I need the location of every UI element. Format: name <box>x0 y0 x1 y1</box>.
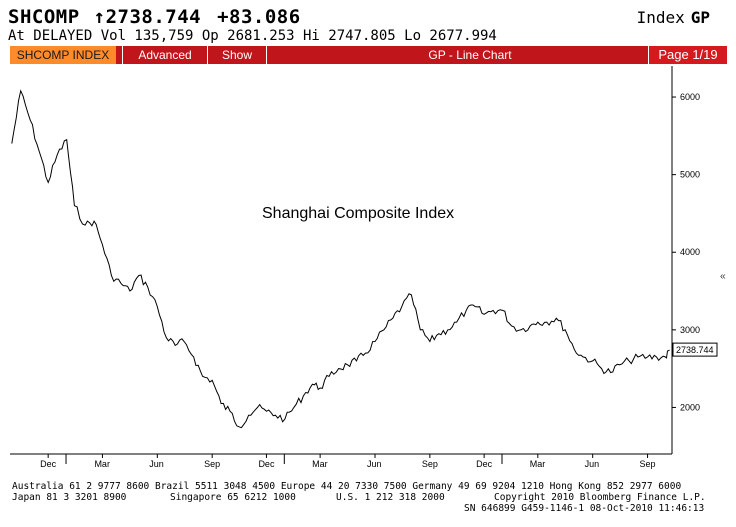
y-tick-label: 6000 <box>680 92 700 102</box>
footer-copyright: Copyright 2010 Bloomberg Finance L.P. <box>494 492 706 503</box>
last-value-label: 2738.744 <box>676 345 714 355</box>
ticker: SHCOMP <box>8 6 80 28</box>
x-tick-label: Mar <box>312 459 328 469</box>
footer-japan: Japan 81 3 3201 8900 <box>12 492 127 503</box>
function-code: GP <box>690 8 710 27</box>
chart-svg: Shanghai Composite Index « 2000 3000 4000 5… <box>7 66 726 480</box>
x-tick-label: Mar <box>94 459 110 469</box>
chart-function-title: GP - Line Chart <box>428 48 512 62</box>
security-header: SHCOMP ↑2738.744 +83.086 <box>8 6 301 28</box>
y-tick-label: 5000 <box>680 170 700 180</box>
x-tick-label: Jun <box>149 459 164 469</box>
footer-contacts: Australia 61 2 9777 8600 Brazil 5511 304… <box>12 481 682 492</box>
function-label: Index GP <box>637 8 710 27</box>
series-line <box>11 89 670 429</box>
x-tick-label: Mar <box>530 459 546 469</box>
footer-us: U.S. 1 212 318 2000 <box>336 492 445 503</box>
collapse-icon[interactable]: « <box>720 271 726 282</box>
last-price: ↑2738.744 <box>93 6 202 28</box>
advanced-tab[interactable]: Advanced <box>122 46 208 64</box>
y-tick-label: 3000 <box>680 325 700 335</box>
y-tick-label: 2000 <box>680 402 700 412</box>
x-tick-label: Sep <box>640 459 656 469</box>
security-tab[interactable]: SHCOMP INDEX <box>10 46 116 64</box>
show-tab[interactable]: Show <box>208 46 267 64</box>
x-tick-label: Sep <box>422 459 438 469</box>
line-chart: Shanghai Composite Index « 2000 3000 4000 5… <box>7 66 732 480</box>
footer-singapore: Singapore 65 6212 1000 <box>170 492 296 503</box>
page-indicator[interactable]: Page 1/19 <box>648 46 727 64</box>
y-tick-label: 4000 <box>680 247 700 257</box>
chart-title: Shanghai Composite Index <box>262 205 454 222</box>
x-tick-label: Sep <box>204 459 220 469</box>
quote-line: At DELAYED Vol 135,759 Op 2681.253 Hi 27… <box>8 28 497 44</box>
x-tick-label: Jun <box>585 459 600 469</box>
market-sector: Index <box>636 8 685 27</box>
footer-serial: SN 646899 G459-1146-1 08-Oct-2010 11:46:… <box>464 503 705 514</box>
x-tick-label: Dec <box>40 459 57 469</box>
toolbar: SHCOMP INDEX Advanced Show GP - Line Cha… <box>10 46 727 64</box>
net-change: +83.086 <box>217 6 301 28</box>
x-tick-label: Jun <box>367 459 382 469</box>
x-tick-label: Dec <box>476 459 493 469</box>
last-value-box <box>672 342 718 357</box>
x-tick-label: Dec <box>258 459 275 469</box>
